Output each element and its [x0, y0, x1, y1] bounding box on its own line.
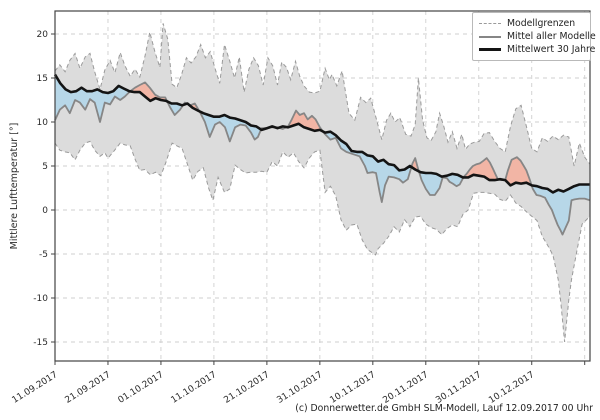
climate-mean-path	[53, 73, 590, 194]
legend: Modellgrenzen Mittel aller Modelle Mitte…	[472, 12, 596, 61]
cold-anomaly-fill	[200, 111, 262, 142]
copyright-caption: (c) Donnerwetter.de GmbH SLM-Modell, Lau…	[295, 403, 593, 414]
y-tick-label: 5	[42, 162, 48, 172]
x-tick-label: 20.11.2017	[381, 370, 430, 406]
y-tick-label: -5	[39, 250, 48, 260]
legend-item-mittel-aller-modelle: Mittel aller Modelle	[479, 30, 596, 43]
legend-label: Mittelwert 30 Jahre	[507, 43, 596, 55]
warm-anomaly-fill	[505, 157, 532, 186]
x-tick-label: 01.10.2017	[117, 370, 166, 406]
legend-item-mittelwert-30-jahre: Mittelwert 30 Jahre	[479, 43, 595, 56]
y-tick-labels: 20 15 10 5 0 -5 -10 -15	[33, 30, 48, 348]
y-tick-label: 10	[37, 118, 49, 128]
dashed-line-icon	[479, 23, 501, 24]
y-tick-label: 0	[42, 206, 48, 216]
model-range-edges	[54, 23, 591, 343]
y-tick-label: 15	[37, 74, 48, 84]
axis-ticks	[51, 33, 586, 365]
black-line-icon	[479, 48, 501, 51]
x-tick-label: 11.10.2017	[170, 370, 219, 406]
y-axis-title: Mittlere Lufttemperatur [°]	[9, 123, 20, 250]
cold-anomaly-fill	[419, 171, 464, 195]
model-mean-path	[54, 81, 591, 236]
y-tick-label: 20	[37, 30, 49, 40]
legend-item-modellgrenzen: Modellgrenzen	[479, 17, 584, 30]
x-tick-labels: 11.09.2017 21.09.2017 01.10.2017 11.10.2017…	[11, 370, 537, 406]
cold-anomaly-fill	[323, 131, 412, 203]
legend-label: Mittel aller Modelle	[507, 30, 596, 42]
x-tick-label: 30.11.2017	[434, 370, 483, 406]
y-tick-label: -10	[33, 294, 48, 304]
climate-mean-line	[53, 73, 590, 194]
model-mean-line	[54, 81, 591, 236]
cold-anomaly-fill	[531, 184, 590, 235]
x-tick-label: 11.09.2017	[11, 370, 60, 406]
warm-anomaly-fill	[287, 110, 323, 132]
cold-anomaly-fill	[55, 74, 131, 122]
model-range-upper-edge	[54, 23, 591, 167]
x-tick-label: 21.10.2017	[222, 370, 271, 406]
x-tick-label: 10.11.2017	[328, 370, 377, 406]
plot-frame	[54, 10, 591, 362]
x-tick-label: 21.09.2017	[64, 370, 113, 406]
gray-line-icon	[479, 35, 501, 38]
x-tick-label: 31.10.2017	[275, 370, 324, 406]
y-tick-label: -15	[33, 338, 48, 348]
model-range-lower-edge	[54, 140, 591, 343]
x-tick-label: 10.12.2017	[487, 370, 536, 406]
legend-label: Modellgrenzen	[507, 17, 576, 29]
